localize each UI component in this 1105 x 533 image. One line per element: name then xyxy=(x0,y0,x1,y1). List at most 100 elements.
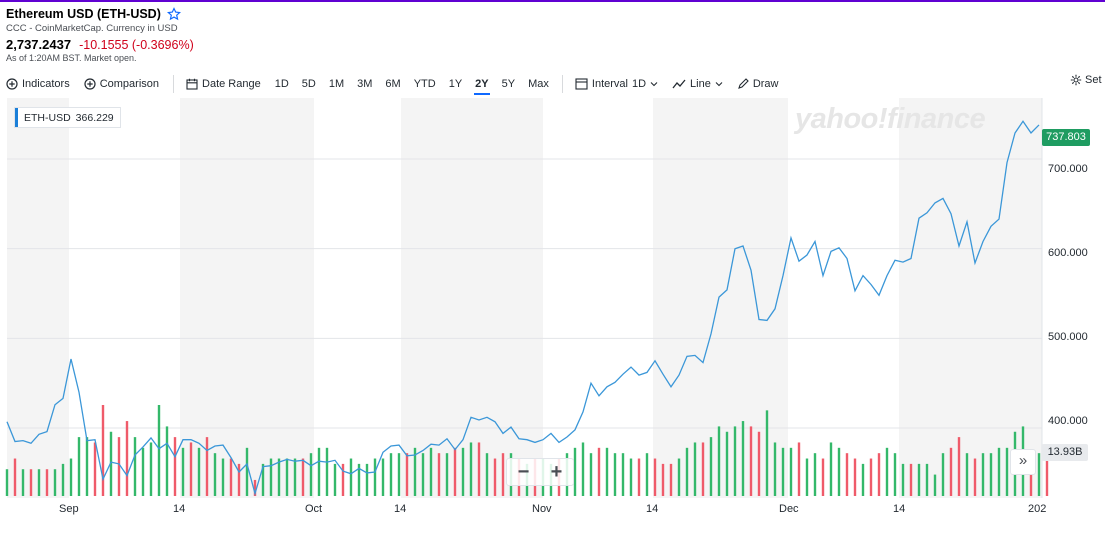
volume-bar xyxy=(85,437,89,496)
range-ytd[interactable]: YTD xyxy=(413,78,436,90)
market-status: As of 1:20AM BST. Market open. xyxy=(6,53,137,63)
volume-bar xyxy=(365,463,369,496)
volume-bar xyxy=(5,469,9,496)
volume-bar xyxy=(341,463,345,496)
volume-bar xyxy=(621,453,625,496)
y-tick-label: 600.000 xyxy=(1048,247,1088,259)
volume-bar xyxy=(437,453,441,496)
volume-bar xyxy=(741,421,745,496)
star-icon[interactable] xyxy=(166,7,181,21)
x-tick-label: Sep xyxy=(59,503,79,515)
volume-bar xyxy=(389,453,393,496)
zoom-in-button[interactable]: + xyxy=(550,461,563,483)
volume-bar xyxy=(989,453,993,496)
volume-bar xyxy=(149,442,153,496)
zoom-controls: − + xyxy=(506,458,574,486)
chevron-down-icon xyxy=(715,82,723,87)
volume-bar xyxy=(1037,453,1041,496)
zoom-out-button[interactable]: − xyxy=(517,461,530,483)
range-1m[interactable]: 1M xyxy=(328,78,345,90)
month-band xyxy=(899,98,1042,498)
volume-bar xyxy=(285,458,289,496)
volume-bar xyxy=(973,458,977,496)
volume-bar xyxy=(373,458,377,496)
volume-bar xyxy=(397,453,401,496)
volume-bar xyxy=(685,447,689,496)
volume-bar xyxy=(477,442,481,496)
range-1y[interactable]: 1Y xyxy=(448,78,463,90)
range-6m[interactable]: 6M xyxy=(385,78,401,90)
volume-bar xyxy=(21,469,25,496)
volume-bar xyxy=(941,453,945,496)
volume-bar xyxy=(901,463,905,496)
volume-bar xyxy=(469,442,473,496)
month-band xyxy=(7,98,69,498)
volume-bar xyxy=(253,479,257,496)
volume-bar xyxy=(445,453,449,496)
series-color-marker xyxy=(15,108,18,127)
scroll-to-latest-button[interactable]: » xyxy=(1010,449,1036,475)
volume-bar xyxy=(829,442,833,496)
volume-bar xyxy=(237,463,241,496)
volume-bar xyxy=(53,469,57,496)
volume-bar xyxy=(69,458,73,496)
volume-bar xyxy=(261,463,265,496)
volume-bar xyxy=(13,458,17,496)
volume-bar xyxy=(93,442,97,496)
candlestick-icon xyxy=(575,78,588,90)
volume-bar xyxy=(581,442,585,496)
volume-bar xyxy=(101,405,105,496)
x-tick-label: Oct xyxy=(305,503,323,515)
x-tick-label: 14 xyxy=(893,503,906,515)
price-line xyxy=(6,120,1040,496)
volume-bar xyxy=(757,431,761,496)
volume-bar xyxy=(981,453,985,496)
toolbar-divider xyxy=(561,75,563,93)
range-3m[interactable]: 3M xyxy=(357,78,373,90)
series-tag[interactable]: ETH-USD 366.229 xyxy=(14,107,121,128)
series-symbol: ETH-USD xyxy=(24,111,71,124)
draw-label: Draw xyxy=(752,78,779,90)
volume-bar xyxy=(453,447,457,496)
comparison-button[interactable]: Comparison xyxy=(84,78,159,90)
volume-bar xyxy=(925,463,929,496)
volume-bar xyxy=(461,447,465,496)
volume-bar xyxy=(709,437,713,496)
range-1d[interactable]: 1D xyxy=(274,78,289,90)
month-band xyxy=(401,98,543,498)
top-brand-line xyxy=(0,0,1105,2)
volume-bar xyxy=(29,469,33,496)
range-5y[interactable]: 5Y xyxy=(501,78,516,90)
chart-type-dropdown[interactable]: Line xyxy=(672,78,723,90)
volume-bar xyxy=(181,447,185,496)
range-max[interactable]: Max xyxy=(528,78,549,90)
month-band xyxy=(180,98,314,498)
current-price-label: 737.803 xyxy=(1042,129,1090,146)
volume-bar xyxy=(277,458,281,496)
calendar-icon xyxy=(186,78,198,90)
volume-bar xyxy=(845,453,849,496)
indicators-button[interactable]: Indicators xyxy=(6,78,70,90)
volume-bar xyxy=(109,431,113,496)
range-2y[interactable]: 2Y xyxy=(474,78,491,95)
settings-button[interactable]: Set xyxy=(1070,74,1102,86)
volume-bar xyxy=(885,447,889,496)
date-range-button[interactable]: Date Range xyxy=(186,78,261,90)
interval-dropdown[interactable]: Interval 1D xyxy=(575,78,658,90)
range-5d[interactable]: 5D xyxy=(301,78,316,90)
volume-bar xyxy=(813,453,817,496)
volume-bar xyxy=(1029,458,1033,496)
date-range-label: Date Range xyxy=(202,78,261,90)
draw-button[interactable]: Draw xyxy=(737,78,779,90)
x-tick-label: 14 xyxy=(394,503,407,515)
volume-bar xyxy=(997,447,1001,496)
volume-bar xyxy=(421,453,425,496)
volume-bar xyxy=(773,442,777,496)
interval-label: Interval xyxy=(591,78,628,90)
volume-bar xyxy=(157,405,161,496)
volume-bar xyxy=(869,458,873,496)
volume-bar xyxy=(77,437,81,496)
plus-circle-icon xyxy=(6,78,18,90)
volume-bar xyxy=(333,463,337,496)
